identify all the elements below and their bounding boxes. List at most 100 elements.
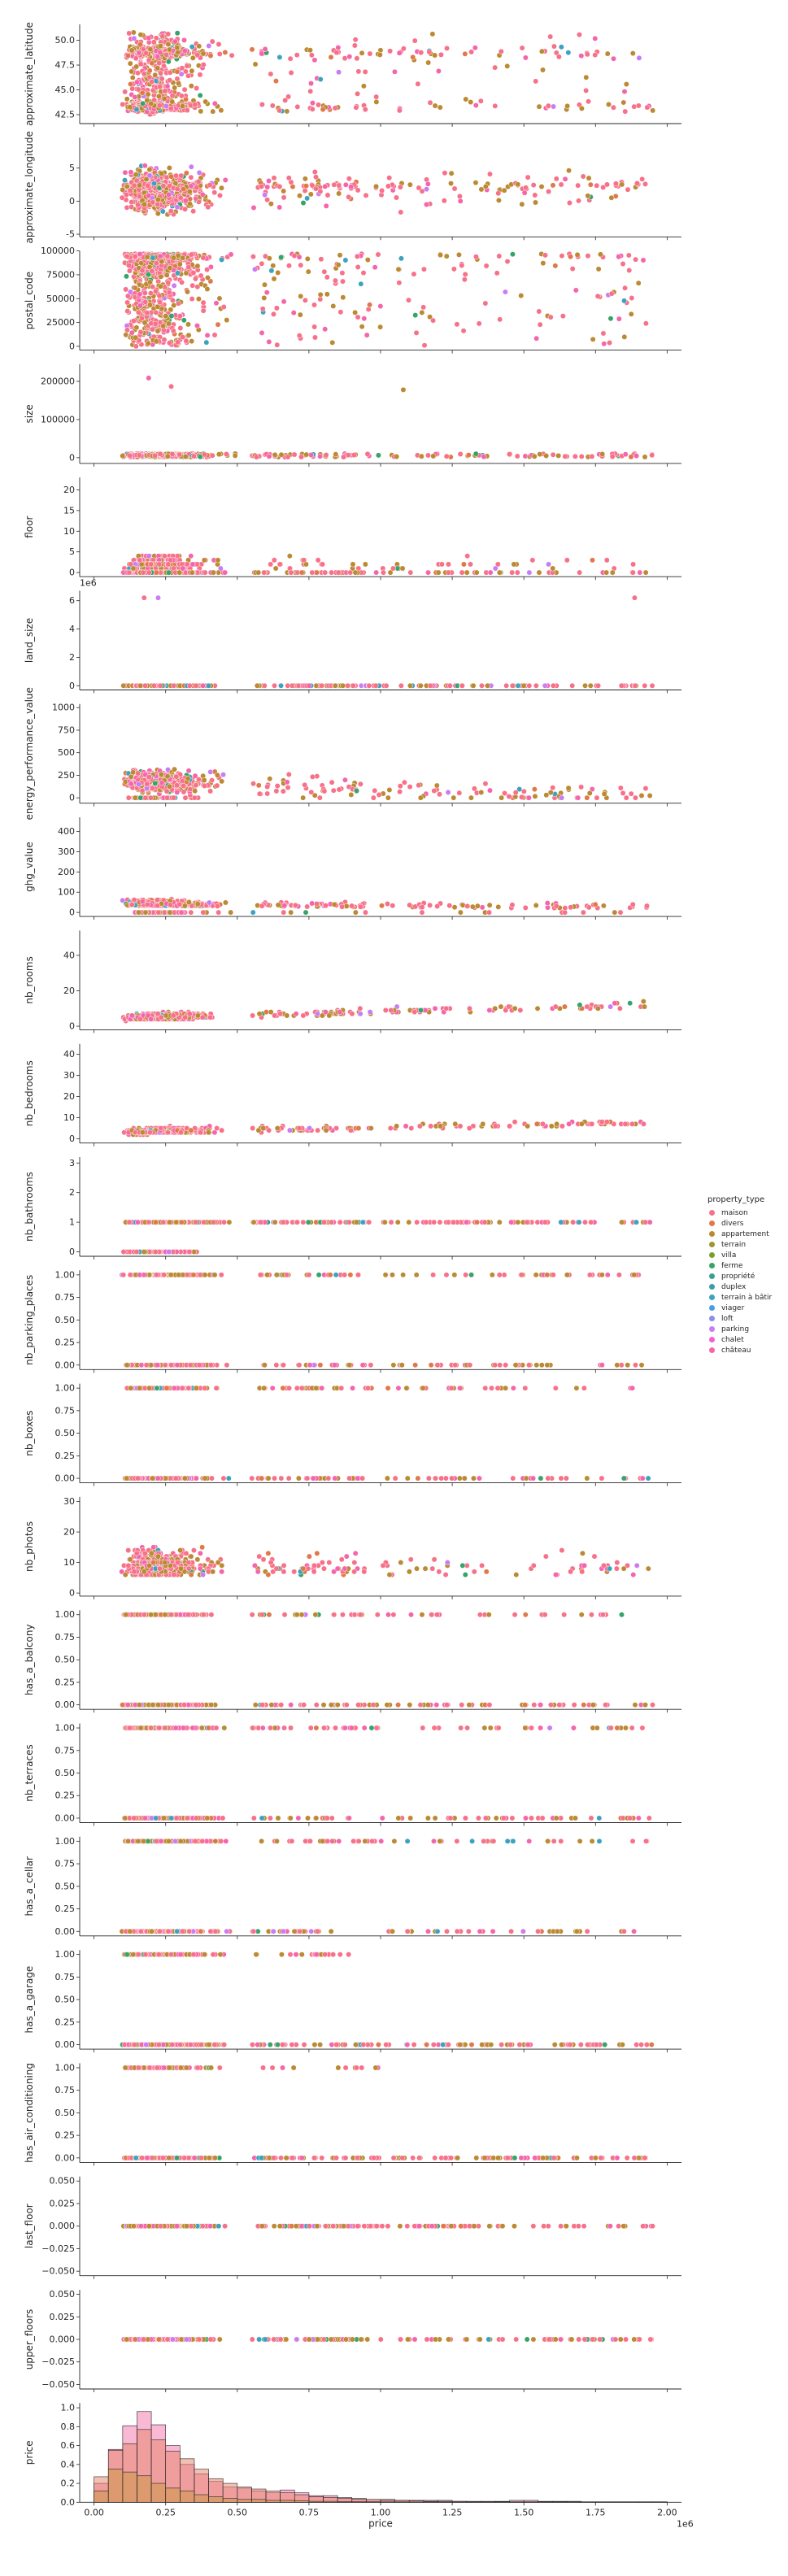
scatter-point	[166, 569, 172, 576]
scatter-point	[606, 101, 612, 107]
scatter-point	[195, 178, 202, 185]
y-tick-label: 50.0	[55, 35, 76, 46]
scatter-point	[321, 268, 328, 275]
scatter-point	[300, 200, 307, 206]
scatter-point	[128, 203, 135, 210]
scatter-point	[149, 268, 155, 274]
scatter-point	[223, 451, 229, 457]
scatter-point	[136, 452, 142, 459]
scatter-point	[592, 35, 599, 41]
scatter-point	[377, 303, 384, 310]
scatter-point	[380, 569, 386, 576]
scatter-point	[621, 333, 628, 340]
scatter-point	[346, 194, 352, 200]
scatter-point	[168, 383, 174, 389]
scatter-point	[273, 305, 280, 311]
scatter-point	[457, 198, 464, 204]
scatter-point	[167, 77, 173, 84]
scatter-point	[165, 561, 172, 568]
scatter-point	[168, 173, 175, 180]
scatter-point	[398, 255, 404, 262]
scatter-point	[296, 254, 303, 260]
scatter-point	[547, 33, 554, 40]
scatter-point	[372, 682, 379, 689]
scatter-point	[305, 268, 311, 275]
scatter-point	[169, 98, 176, 105]
scatter-point	[445, 790, 451, 795]
scatter-point	[163, 103, 169, 109]
scatter-point	[146, 569, 152, 576]
scatter-point	[125, 794, 132, 801]
scatter-point	[272, 682, 277, 689]
scatter-point	[360, 270, 367, 276]
scatter-point	[298, 454, 304, 460]
scatter-point	[616, 315, 622, 322]
scatter-point	[149, 79, 155, 85]
scatter-point	[304, 255, 311, 262]
scatter-point	[332, 682, 338, 689]
scatter-point	[176, 451, 183, 458]
scatter-point	[126, 569, 133, 576]
scatter-point	[147, 302, 153, 308]
scatter-point	[173, 172, 180, 179]
scatter-point	[278, 255, 285, 260]
scatter-point	[352, 309, 359, 315]
scatter-point	[642, 569, 649, 576]
scatter-point	[318, 256, 324, 263]
y-tick-label: 20	[63, 485, 75, 495]
scatter-point	[410, 54, 416, 60]
scatter-point	[157, 682, 163, 689]
scatter-point	[250, 205, 257, 211]
scatter-point	[222, 569, 229, 576]
scatter-point	[158, 70, 163, 76]
scatter-point	[569, 682, 576, 689]
scatter-point	[586, 98, 592, 105]
scatter-point	[297, 193, 303, 199]
scatter-point	[155, 93, 162, 99]
scatter-point	[355, 264, 361, 270]
scatter-point	[332, 277, 338, 284]
scatter-point	[454, 321, 460, 328]
scatter-point	[207, 53, 214, 59]
scatter-point	[287, 55, 294, 62]
scatter-point	[473, 569, 480, 576]
scatter-point	[281, 194, 287, 201]
scatter-point	[303, 183, 309, 189]
scatter-point	[211, 332, 218, 338]
scatter-point	[359, 324, 365, 330]
scatter-point	[190, 270, 197, 276]
scatter-point	[502, 289, 508, 295]
scatter-point	[268, 268, 275, 274]
scatter-point	[442, 170, 448, 176]
scatter-point	[437, 104, 443, 111]
scatter-point	[204, 286, 211, 292]
scatter-point	[137, 194, 142, 199]
scatter-point	[168, 208, 174, 215]
scatter-point	[128, 199, 135, 206]
scatter-point	[270, 263, 276, 269]
scatter-point	[619, 181, 625, 188]
scatter-point	[362, 68, 368, 75]
scatter-point	[457, 451, 464, 457]
scatter-point	[156, 102, 163, 109]
y-tick-label: 0	[69, 568, 75, 578]
scatter-point	[216, 295, 223, 302]
scatter-point	[472, 102, 479, 108]
scatter-point	[430, 317, 437, 324]
scatter-point	[309, 100, 316, 107]
scatter-point	[503, 682, 510, 689]
scatter-point	[209, 452, 216, 459]
scatter-point	[364, 332, 370, 338]
scatter-point	[254, 682, 260, 689]
scatter-point	[464, 553, 471, 559]
scatter-point	[193, 682, 199, 689]
scatter-point	[495, 197, 502, 203]
scatter-point	[143, 50, 150, 56]
scatter-point	[288, 569, 294, 576]
y-tick-label: 2	[69, 652, 75, 663]
scatter-point	[399, 565, 406, 572]
y-tick-label: 500	[58, 747, 75, 758]
scatter-point	[550, 182, 556, 189]
